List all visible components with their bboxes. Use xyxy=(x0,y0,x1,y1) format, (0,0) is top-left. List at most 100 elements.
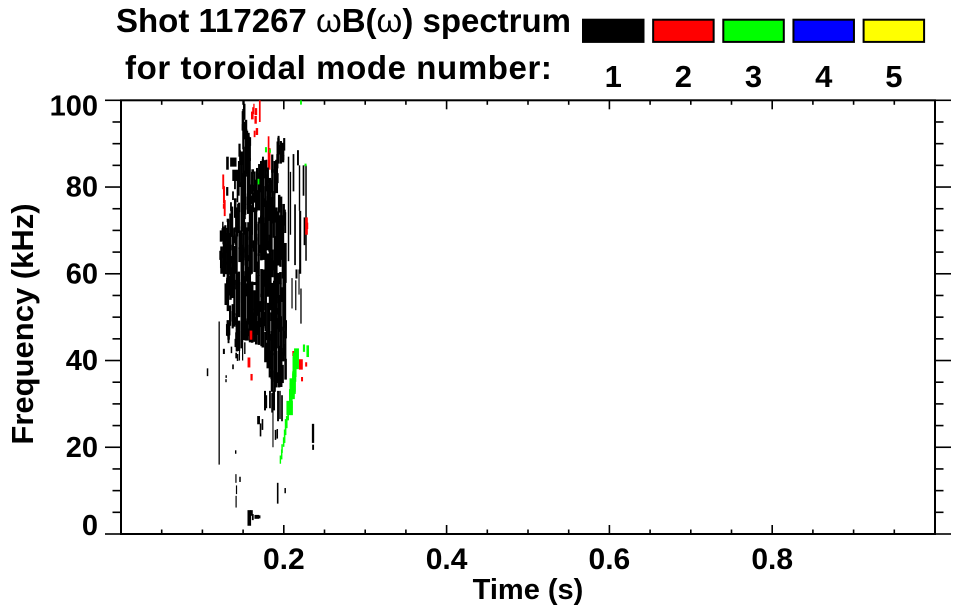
data-mark xyxy=(292,373,296,392)
data-mark xyxy=(241,315,244,328)
data-mark xyxy=(254,514,260,519)
data-mark xyxy=(276,211,280,266)
data-mark xyxy=(281,259,285,279)
data-mark xyxy=(299,210,302,274)
data-mark xyxy=(267,212,270,221)
data-mark xyxy=(279,249,282,262)
data-mark xyxy=(280,196,283,218)
data-mark xyxy=(242,320,246,341)
data-mark xyxy=(275,207,278,217)
data-mark xyxy=(279,352,283,387)
data-mark xyxy=(225,379,227,383)
data-mark xyxy=(258,301,261,312)
data-mark xyxy=(267,136,270,168)
legend-label-5: 5 xyxy=(885,59,902,94)
x-tick-label: 0.2 xyxy=(263,543,305,576)
data-mark xyxy=(243,103,246,120)
data-mark xyxy=(261,195,264,207)
data-mark xyxy=(225,289,227,296)
data-mark xyxy=(271,169,274,199)
data-mark xyxy=(284,358,287,380)
data-mark xyxy=(262,223,266,260)
data-mark xyxy=(229,314,231,325)
plot-frame: 0.2 0.4 0.6 0.8 0 20 40 60 80 100 xyxy=(50,90,951,576)
data-mark xyxy=(254,226,257,239)
data-mark xyxy=(255,181,258,212)
data-mark xyxy=(242,146,245,176)
data-mark xyxy=(242,100,245,116)
data-mark xyxy=(255,321,259,335)
data-mark xyxy=(279,272,282,285)
data-mark xyxy=(252,321,254,335)
data-mark xyxy=(277,295,280,332)
data-mark xyxy=(271,393,273,413)
data-mark xyxy=(229,262,232,300)
data-mark xyxy=(305,362,308,367)
data-mark xyxy=(294,204,296,266)
data-mark xyxy=(277,328,280,349)
data-mark xyxy=(222,348,225,355)
data-mark xyxy=(262,300,265,311)
chart-subtitle: for toroidal mode number: xyxy=(125,49,553,86)
data-mark xyxy=(252,107,255,115)
data-mark xyxy=(277,390,279,422)
data-mark xyxy=(234,180,236,190)
data-mark xyxy=(270,370,272,380)
data-mark xyxy=(255,128,259,135)
data-mark xyxy=(283,242,287,283)
data-mark xyxy=(237,161,240,196)
data-mark xyxy=(234,338,237,348)
data-mark xyxy=(235,317,238,325)
data-mark xyxy=(277,153,280,163)
data-mark xyxy=(253,306,256,317)
data-mark xyxy=(226,279,229,295)
data-mark xyxy=(251,184,254,192)
data-mark xyxy=(268,335,271,378)
data-mark xyxy=(246,157,248,171)
data-mark xyxy=(280,145,283,158)
data-mark xyxy=(279,390,281,420)
data-mark xyxy=(283,280,287,328)
data-mark xyxy=(276,308,279,315)
legend-swatch-5 xyxy=(862,18,926,43)
data-mark xyxy=(255,167,259,184)
data-mark xyxy=(243,275,246,283)
data-mark xyxy=(272,260,275,271)
data-mark xyxy=(244,193,247,209)
y-tick-label: 100 xyxy=(50,90,98,122)
data-mark xyxy=(278,144,281,155)
data-mark xyxy=(232,275,235,287)
data-mark xyxy=(248,137,252,146)
data-mark xyxy=(222,174,225,190)
data-mark xyxy=(227,219,229,227)
data-mark xyxy=(271,282,274,298)
data-mark xyxy=(249,330,253,340)
data-mark xyxy=(283,331,286,339)
data-mark xyxy=(302,344,306,352)
data-mark xyxy=(230,210,233,218)
data-mark xyxy=(222,249,225,264)
data-mark xyxy=(226,261,230,279)
data-mark xyxy=(262,198,265,207)
data-mark xyxy=(260,173,263,219)
data-mark xyxy=(283,216,286,226)
data-mark xyxy=(239,230,242,241)
data-mark xyxy=(282,203,285,218)
data-mark xyxy=(266,253,270,297)
data-mark xyxy=(259,423,262,437)
data-mark xyxy=(293,362,296,370)
data-mark xyxy=(284,209,286,221)
data-mark xyxy=(294,357,298,369)
data-mark xyxy=(246,134,250,170)
data-mark xyxy=(245,130,249,144)
data-mark xyxy=(273,190,276,214)
data-mark xyxy=(260,172,262,181)
x-tick-label: 0.4 xyxy=(426,543,468,576)
data-mark xyxy=(226,253,229,264)
data-mark xyxy=(248,157,251,187)
data-mark xyxy=(269,148,271,170)
data-mark xyxy=(245,164,247,177)
data-mark xyxy=(224,225,227,237)
data-mark xyxy=(269,390,271,409)
data-mark xyxy=(280,293,282,300)
